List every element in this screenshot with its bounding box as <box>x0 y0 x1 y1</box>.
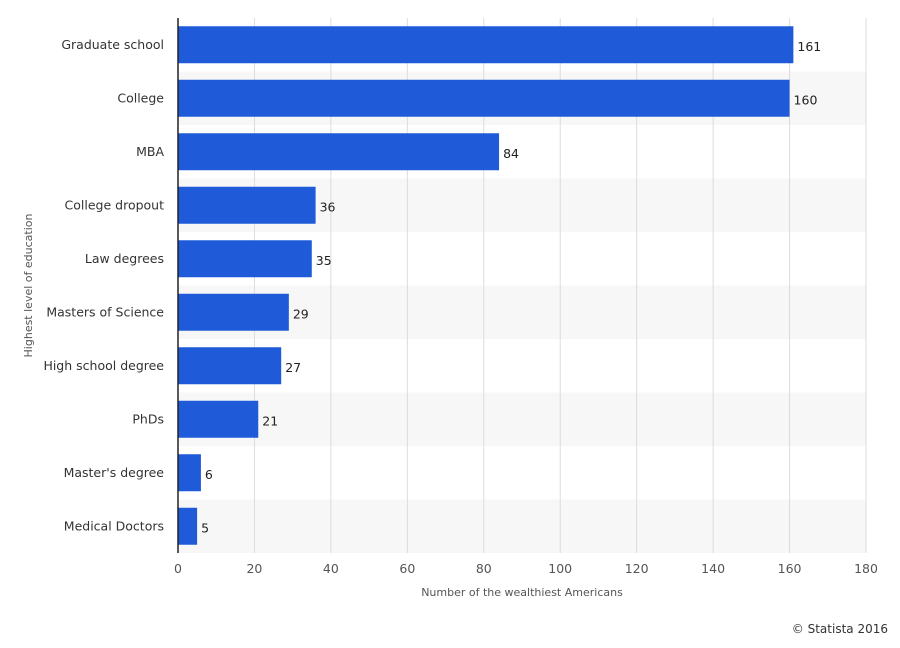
bar <box>178 400 259 438</box>
data-label: 29 <box>293 306 309 321</box>
category-label: High school degree <box>43 358 164 373</box>
data-label: 35 <box>316 253 332 268</box>
data-label: 160 <box>794 92 818 107</box>
category-label: Master's degree <box>64 465 165 480</box>
x-tick-label: 120 <box>625 561 649 576</box>
x-tick-label: 100 <box>548 561 572 576</box>
category-label: Law degrees <box>85 251 164 266</box>
x-tick-label: 180 <box>854 561 878 576</box>
bar <box>178 507 198 545</box>
category-label: Graduate school <box>61 37 164 52</box>
category-label: Masters of Science <box>46 304 164 319</box>
bar <box>178 454 201 492</box>
x-tick-label: 40 <box>323 561 339 576</box>
bar <box>178 26 794 64</box>
category-label: College dropout <box>65 197 165 212</box>
data-label: 84 <box>503 146 519 161</box>
category-label: PhDs <box>132 411 164 426</box>
bar <box>178 347 282 385</box>
x-tick-label: 140 <box>701 561 725 576</box>
row-band <box>178 499 866 553</box>
credit: © Statista 2016 <box>791 622 888 636</box>
data-label: 27 <box>285 360 301 375</box>
category-label: Medical Doctors <box>64 518 164 533</box>
x-tick-label: 80 <box>476 561 492 576</box>
row-band <box>178 285 866 339</box>
data-label: 6 <box>205 467 213 482</box>
category-label: College <box>117 90 164 105</box>
x-axis-title: Number of the wealthiest Americans <box>421 586 623 599</box>
bar <box>178 240 312 278</box>
bar <box>178 293 289 331</box>
data-label: 36 <box>320 199 336 214</box>
data-label: 5 <box>201 520 209 535</box>
x-tick-label: 20 <box>246 561 262 576</box>
data-label: 161 <box>797 39 821 54</box>
bar <box>178 133 500 171</box>
x-tick-label: 160 <box>778 561 802 576</box>
category-label: MBA <box>136 144 164 159</box>
data-label: 21 <box>262 413 278 428</box>
bar <box>178 79 790 117</box>
bar <box>178 186 316 224</box>
x-tick-label: 0 <box>174 561 182 576</box>
y-axis-title: Highest level of education <box>22 214 35 358</box>
row-band <box>178 392 866 446</box>
x-tick-label: 60 <box>399 561 415 576</box>
